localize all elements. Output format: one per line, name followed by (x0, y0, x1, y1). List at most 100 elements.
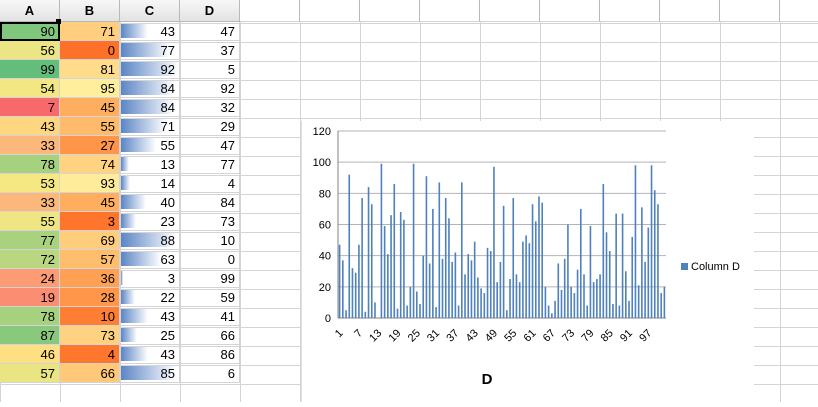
cell-b14[interactable]: 36 (60, 269, 120, 288)
column-header-blank[interactable] (720, 0, 780, 22)
cell-b18[interactable]: 4 (60, 345, 120, 364)
cell-d2[interactable]: 37 (180, 41, 240, 60)
cell-b1[interactable]: 71 (60, 22, 120, 41)
cell-c8[interactable]: 13 (120, 155, 180, 174)
column-header-blank[interactable] (480, 0, 540, 22)
cell-a13[interactable]: 72 (0, 250, 60, 269)
cell-b3[interactable]: 81 (60, 60, 120, 79)
column-header-blank[interactable] (420, 0, 480, 22)
cell-a12[interactable]: 77 (0, 231, 60, 250)
cell-a18[interactable]: 46 (0, 345, 60, 364)
cell-d18[interactable]: 86 (180, 345, 240, 364)
cell-a15[interactable]: 19 (0, 288, 60, 307)
column-header-blank[interactable] (780, 0, 818, 22)
x-tick-label: 31 (425, 327, 442, 344)
cell-b8[interactable]: 74 (60, 155, 120, 174)
column-header-blank[interactable] (240, 0, 300, 22)
cell-b2[interactable]: 0 (60, 41, 120, 60)
cell-c12[interactable]: 88 (120, 231, 180, 250)
chart-bar (348, 174, 351, 318)
chart-bar (451, 261, 453, 318)
cell-d16[interactable]: 41 (180, 307, 240, 326)
cell-c15[interactable]: 22 (120, 288, 180, 307)
column-header-c[interactable]: C (120, 0, 180, 22)
cell-d13[interactable]: 0 (180, 250, 240, 269)
cell-b19[interactable]: 66 (60, 364, 120, 383)
column-header-b[interactable]: B (60, 0, 120, 22)
cell-b4[interactable]: 95 (60, 79, 120, 98)
cell-b7[interactable]: 27 (60, 136, 120, 155)
embedded-chart[interactable]: 0 20 40 60 80 100 120 1 7 13 19 25 31 37 43 49 55 61 67 73 7… (301, 121, 754, 402)
cell-a1[interactable]: 90 (0, 22, 60, 41)
cell-c2[interactable]: 77 (120, 41, 180, 60)
cell-d3[interactable]: 5 (180, 60, 240, 79)
cell-a14[interactable]: 24 (0, 269, 60, 288)
column-header-blank[interactable] (300, 0, 360, 22)
column-header-blank[interactable] (360, 0, 420, 22)
chart-bar (438, 182, 441, 318)
cell-d5[interactable]: 32 (180, 98, 240, 117)
cell-d4[interactable]: 92 (180, 79, 240, 98)
cell-value: 99 (40, 62, 55, 77)
cell-c13[interactable]: 63 (120, 250, 180, 269)
cell-d14[interactable]: 99 (180, 269, 240, 288)
cell-b11[interactable]: 3 (60, 212, 120, 231)
cell-c6[interactable]: 71 (120, 117, 180, 136)
cell-d15[interactable]: 59 (180, 288, 240, 307)
cell-c1[interactable]: 43 (120, 22, 180, 41)
cell-a16[interactable]: 78 (0, 307, 60, 326)
cell-c10[interactable]: 40 (120, 193, 180, 212)
column-header-d[interactable]: D (180, 0, 240, 22)
cell-b12[interactable]: 69 (60, 231, 120, 250)
cell-a17[interactable]: 87 (0, 326, 60, 345)
cell-b5[interactable]: 45 (60, 98, 120, 117)
cell-a4[interactable]: 54 (0, 79, 60, 98)
cell-c4[interactable]: 84 (120, 79, 180, 98)
cell-d9[interactable]: 4 (180, 174, 240, 193)
cell-c9[interactable]: 14 (120, 174, 180, 193)
cell-a6[interactable]: 43 (0, 117, 60, 136)
cell-d10[interactable]: 84 (180, 193, 240, 212)
cell-b15[interactable]: 28 (60, 288, 120, 307)
cell-b16[interactable]: 10 (60, 307, 120, 326)
cell-c7[interactable]: 55 (120, 136, 180, 155)
cell-a11[interactable]: 55 (0, 212, 60, 231)
cell-a19[interactable]: 57 (0, 364, 60, 383)
cell-b17[interactable]: 73 (60, 326, 120, 345)
cell-a10[interactable]: 33 (0, 193, 60, 212)
cell-b10[interactable]: 45 (60, 193, 120, 212)
cell-c14[interactable]: 3 (120, 269, 180, 288)
cell-d12[interactable]: 10 (180, 231, 240, 250)
cell-a5[interactable]: 7 (0, 98, 60, 117)
cell-c11[interactable]: 23 (120, 212, 180, 231)
column-header-blank[interactable] (660, 0, 720, 22)
cell-c17[interactable]: 25 (120, 326, 180, 345)
cell-d19[interactable]: 6 (180, 364, 240, 383)
cell-a8[interactable]: 78 (0, 155, 60, 174)
cell-c5[interactable]: 84 (120, 98, 180, 117)
cell-d7[interactable]: 47 (180, 136, 240, 155)
fill-handle[interactable] (56, 19, 61, 24)
cell-a2[interactable]: 56 (0, 41, 60, 60)
cell-d17[interactable]: 66 (180, 326, 240, 345)
cell-d11[interactable]: 73 (180, 212, 240, 231)
cell-value: 73 (100, 328, 115, 343)
column-header-blank[interactable] (600, 0, 660, 22)
column-header-blank[interactable] (540, 0, 600, 22)
cell-d6[interactable]: 29 (180, 117, 240, 136)
cell-d8[interactable]: 77 (180, 155, 240, 174)
cell-b6[interactable]: 55 (60, 117, 120, 136)
cell-c3[interactable]: 92 (120, 60, 180, 79)
cell-value: 57 (100, 252, 115, 267)
cell-d1[interactable]: 47 (180, 22, 240, 41)
cell-b13[interactable]: 57 (60, 250, 120, 269)
cell-a9[interactable]: 53 (0, 174, 60, 193)
chart-bar (618, 305, 621, 318)
column-header-a[interactable]: A (0, 0, 60, 22)
cell-a7[interactable]: 33 (0, 136, 60, 155)
cell-b9[interactable]: 93 (60, 174, 120, 193)
cell-c16[interactable]: 43 (120, 307, 180, 326)
cell-c18[interactable]: 43 (120, 345, 180, 364)
cell-c19[interactable]: 85 (120, 364, 180, 383)
cell-a3[interactable]: 99 (0, 60, 60, 79)
